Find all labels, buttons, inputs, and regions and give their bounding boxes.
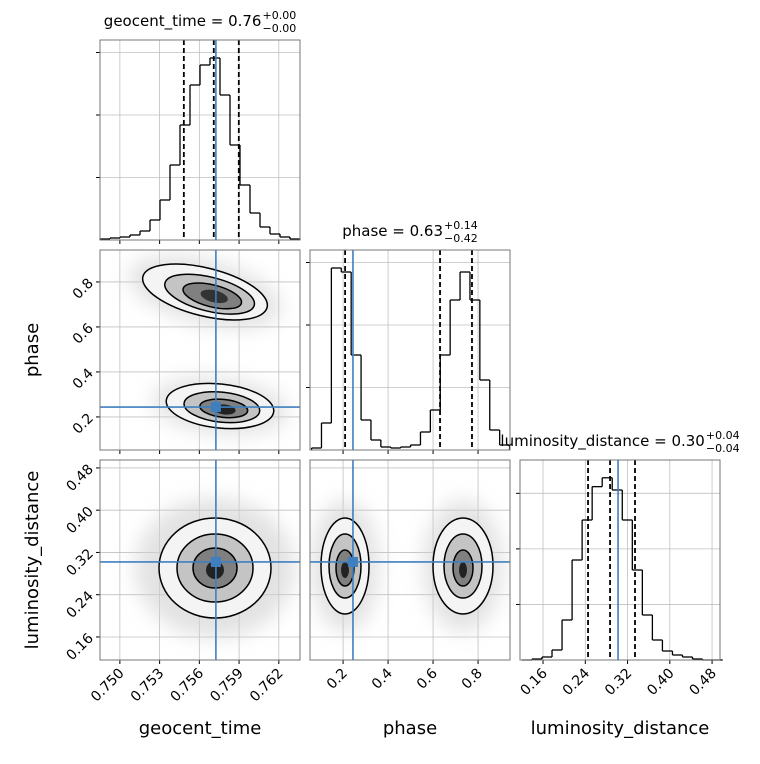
x-tick-label: 0.48	[687, 666, 720, 699]
x-tick-label: 0.762	[247, 666, 287, 706]
panel-frame	[309, 459, 511, 661]
y-tick-label: 0.16	[63, 630, 96, 663]
y-axis-label: phase	[22, 323, 43, 377]
y-tick-label: 0.48	[63, 461, 96, 494]
histogram-step	[310, 268, 511, 450]
title-sub: −0.04	[706, 442, 740, 455]
title-sup: +0.04	[706, 429, 740, 442]
x-axis-label: phase	[383, 718, 437, 739]
panel-title: luminosity_distance = 0.30 +0.04−0.04	[500, 429, 739, 455]
y-tick-label: 0.6	[70, 320, 97, 347]
y-tick-label: 0.24	[63, 588, 96, 621]
y-axis-label: luminosity_distance	[22, 471, 43, 650]
panel-frame	[99, 459, 301, 661]
x-tick-label: 0.753	[128, 666, 168, 706]
x-tick-label: 0.6	[414, 665, 441, 692]
x-axis-label: luminosity_distance	[531, 718, 710, 739]
x-tick-label: 0.4	[369, 665, 396, 692]
title-text: luminosity_distance = 0.30	[500, 432, 704, 451]
density-distance-vs-time	[135, 498, 295, 638]
x-tick-label: 0.16	[518, 665, 551, 698]
y-tick-label: 0.2	[70, 410, 97, 437]
y-tick-label: 0.32	[63, 546, 96, 579]
x-tick-label: 0.32	[602, 666, 635, 699]
density-phase-vs-time	[128, 255, 288, 435]
title-text: geocent_time = 0.76	[104, 12, 262, 31]
panel-frame	[99, 249, 301, 451]
panel-frame	[519, 459, 721, 661]
x-tick-label: 0.24	[560, 665, 593, 698]
panel-frame	[99, 39, 301, 241]
y-tick-label: 0.4	[70, 365, 97, 392]
y-tick-label: 0.40	[63, 504, 96, 537]
truth-marker	[347, 556, 358, 567]
truth-marker	[210, 402, 221, 413]
title-sub: −0.42	[444, 232, 478, 245]
title-sub: −0.00	[262, 22, 296, 35]
x-tick-label: 0.8	[459, 666, 486, 693]
panel-frame	[309, 249, 511, 451]
panel-title: geocent_time = 0.76 +0.00−0.00	[104, 9, 296, 35]
title-text: phase = 0.63	[342, 222, 443, 240]
histogram-step	[531, 477, 704, 660]
x-tick-label: 0.759	[207, 666, 247, 706]
y-tick-label: 0.8	[70, 275, 97, 302]
marks: geocent_time = 0.76 +0.00−0.00 phase = 0.6…	[22, 9, 740, 739]
title-sup: +0.14	[444, 219, 478, 232]
x-tick-label: 0.2	[324, 666, 351, 693]
truth-marker	[210, 556, 221, 567]
x-tick-label: 0.756	[168, 665, 208, 705]
title-sup: +0.00	[262, 9, 296, 22]
x-axis-label: geocent_time	[139, 718, 262, 739]
x-tick-label: 0.750	[88, 666, 128, 706]
density-distance-vs-phase	[311, 500, 503, 632]
x-tick-label: 0.40	[644, 666, 677, 699]
density-contours	[128, 255, 503, 638]
panel-title: phase = 0.63 +0.14−0.42	[342, 219, 478, 245]
